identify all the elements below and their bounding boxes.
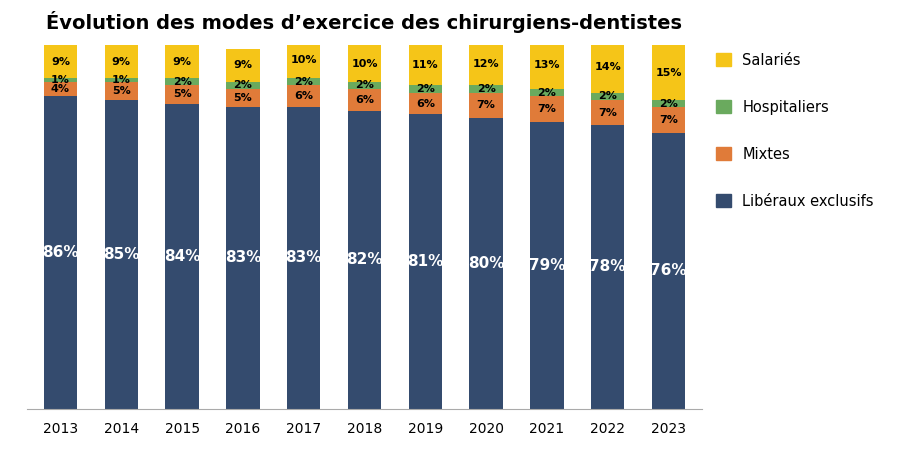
Text: 9%: 9% — [233, 60, 252, 70]
Bar — [591, 42, 625, 93]
Bar — [44, 78, 77, 82]
Text: 9%: 9% — [173, 57, 192, 67]
Title: Évolution des modes d’exercice des chirurgiens-dentistes: Évolution des modes d’exercice des chiru… — [47, 11, 682, 33]
Bar — [470, 93, 503, 118]
Bar — [652, 107, 685, 133]
Bar — [347, 111, 382, 409]
Text: 2%: 2% — [598, 91, 617, 101]
Text: 6%: 6% — [416, 99, 435, 109]
Text: 6%: 6% — [294, 91, 313, 101]
Text: 10%: 10% — [351, 59, 378, 69]
Bar — [347, 89, 382, 111]
Bar — [104, 45, 138, 78]
Text: 82%: 82% — [346, 252, 382, 267]
Bar — [347, 45, 382, 82]
Text: 1%: 1% — [51, 75, 70, 85]
Bar — [409, 85, 442, 93]
Text: 81%: 81% — [407, 254, 444, 269]
Bar — [591, 93, 625, 100]
Bar — [591, 125, 625, 409]
Bar — [470, 42, 503, 85]
Bar — [44, 45, 77, 78]
Text: 7%: 7% — [598, 108, 617, 118]
Text: 2%: 2% — [356, 80, 373, 90]
Text: 7%: 7% — [477, 100, 496, 110]
Bar — [166, 85, 199, 104]
Text: 2%: 2% — [294, 77, 313, 87]
Bar — [409, 93, 442, 114]
Text: 84%: 84% — [164, 248, 201, 264]
Bar — [44, 96, 77, 409]
Text: 14%: 14% — [594, 62, 621, 72]
Bar — [530, 122, 563, 409]
Text: 83%: 83% — [225, 250, 261, 266]
Bar — [287, 85, 320, 107]
Text: 2%: 2% — [233, 80, 252, 90]
Text: 11%: 11% — [412, 60, 438, 70]
Text: 2%: 2% — [416, 84, 435, 94]
Bar — [652, 100, 685, 107]
Legend: Salariés, Hospitaliers, Mixtes, Libéraux exclusifs: Salariés, Hospitaliers, Mixtes, Libéraux… — [716, 53, 874, 209]
Bar — [470, 118, 503, 409]
Bar — [226, 89, 259, 107]
Text: 78%: 78% — [590, 259, 626, 275]
Text: 5%: 5% — [173, 89, 192, 99]
Text: 6%: 6% — [355, 95, 374, 105]
Bar — [44, 82, 77, 96]
Text: 86%: 86% — [42, 245, 79, 260]
Bar — [226, 107, 259, 409]
Bar — [409, 114, 442, 409]
Text: 2%: 2% — [477, 84, 496, 94]
Bar — [287, 42, 320, 78]
Bar — [530, 96, 563, 122]
Bar — [226, 49, 259, 82]
Text: 83%: 83% — [285, 250, 322, 266]
Bar — [287, 107, 320, 409]
Bar — [591, 100, 625, 125]
Bar — [470, 85, 503, 93]
Bar — [226, 82, 259, 89]
Text: 9%: 9% — [112, 57, 130, 67]
Text: 2%: 2% — [659, 99, 678, 109]
Text: 4%: 4% — [51, 84, 70, 94]
Bar — [347, 82, 382, 89]
Bar — [166, 78, 199, 85]
Text: 5%: 5% — [112, 86, 130, 96]
Bar — [530, 42, 563, 89]
Text: 2%: 2% — [173, 77, 192, 87]
Text: 7%: 7% — [659, 115, 678, 125]
Text: 9%: 9% — [51, 57, 70, 67]
Text: 12%: 12% — [472, 59, 500, 69]
Bar — [104, 100, 138, 409]
Bar — [287, 78, 320, 85]
Bar — [104, 78, 138, 82]
Text: 5%: 5% — [233, 93, 252, 103]
Bar — [166, 104, 199, 409]
Text: 76%: 76% — [650, 263, 687, 278]
Text: 1%: 1% — [112, 75, 130, 85]
Bar — [652, 45, 685, 100]
Text: 10%: 10% — [291, 55, 317, 65]
Text: 79%: 79% — [528, 257, 565, 273]
Bar — [530, 89, 563, 96]
Text: 85%: 85% — [103, 247, 140, 262]
Text: 7%: 7% — [537, 104, 556, 114]
Text: 13%: 13% — [534, 60, 560, 70]
Bar — [409, 45, 442, 85]
Text: 15%: 15% — [655, 68, 682, 78]
Text: 2%: 2% — [537, 88, 556, 98]
Bar — [652, 133, 685, 409]
Bar — [104, 82, 138, 100]
Bar — [166, 45, 199, 78]
Text: 80%: 80% — [468, 256, 504, 271]
